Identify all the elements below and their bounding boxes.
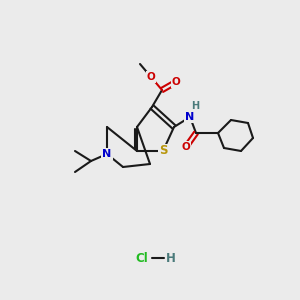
Text: O: O (182, 142, 190, 152)
Text: S: S (159, 145, 167, 158)
Text: H: H (191, 101, 199, 111)
Text: O: O (147, 72, 155, 82)
Text: Cl: Cl (135, 251, 148, 265)
Text: O: O (172, 77, 180, 87)
Text: H: H (166, 251, 176, 265)
Text: N: N (102, 149, 112, 159)
Text: N: N (185, 112, 195, 122)
